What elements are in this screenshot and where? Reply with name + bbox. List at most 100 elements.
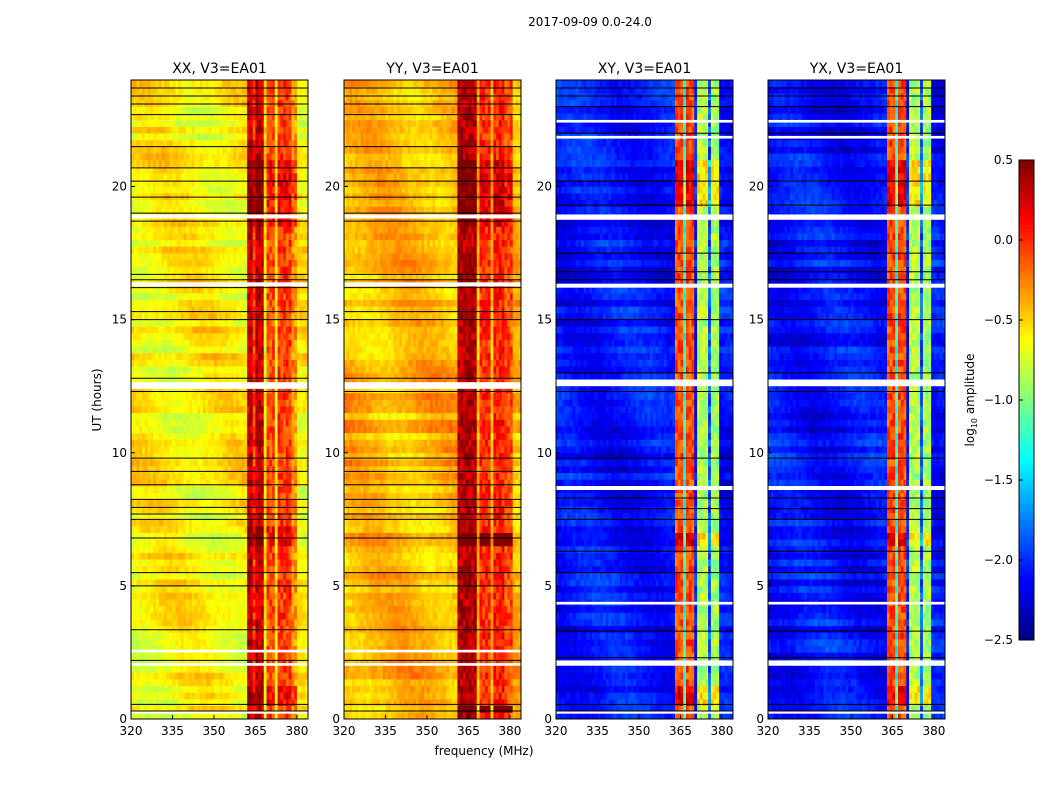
heatmap-cell bbox=[247, 606, 250, 613]
heatmap-cell bbox=[297, 300, 300, 307]
heatmap-cell bbox=[222, 426, 225, 433]
heatmap-cell bbox=[206, 672, 209, 679]
heatmap-cell bbox=[255, 393, 258, 400]
heatmap-cell bbox=[184, 300, 187, 307]
heatmap-cell bbox=[278, 526, 281, 533]
heatmap-cell bbox=[258, 326, 261, 333]
heatmap-cell bbox=[150, 599, 153, 606]
heatmap-cell bbox=[280, 639, 283, 646]
heatmap-cell bbox=[242, 479, 245, 486]
heatmap-cell bbox=[159, 499, 162, 506]
heatmap-cell bbox=[186, 373, 189, 380]
heatmap-cell bbox=[231, 439, 234, 446]
heatmap-cell bbox=[214, 459, 217, 466]
heatmap-cell bbox=[184, 333, 187, 340]
heatmap-cell bbox=[253, 353, 256, 360]
heatmap-cell bbox=[222, 666, 225, 673]
heatmap-cell bbox=[294, 340, 297, 347]
heatmap-cell bbox=[244, 686, 247, 693]
heatmap-cell bbox=[170, 340, 173, 347]
heatmap-cell bbox=[192, 539, 195, 546]
heatmap-cell bbox=[192, 573, 195, 580]
heatmap-cell bbox=[156, 446, 159, 453]
heatmap-cell bbox=[139, 559, 142, 566]
heatmap-cell bbox=[300, 439, 303, 446]
heatmap-cell bbox=[231, 346, 234, 353]
heatmap-cell bbox=[220, 553, 223, 560]
heatmap-cell bbox=[255, 599, 258, 606]
heatmap-cell bbox=[278, 533, 281, 540]
heatmap-cell bbox=[195, 320, 198, 327]
heatmap-cell bbox=[178, 606, 181, 613]
heatmap-cell bbox=[208, 626, 211, 633]
heatmap-cell bbox=[239, 446, 242, 453]
heatmap-cell bbox=[170, 619, 173, 626]
heatmap-cell bbox=[197, 652, 200, 659]
heatmap-cell bbox=[225, 353, 228, 360]
heatmap-cell bbox=[167, 426, 170, 433]
heatmap-cell bbox=[286, 360, 289, 367]
heatmap-cell bbox=[300, 559, 303, 566]
heatmap-cell bbox=[283, 579, 286, 586]
heatmap-cell bbox=[175, 493, 178, 500]
heatmap-cell bbox=[161, 632, 164, 639]
heatmap-cell bbox=[203, 539, 206, 546]
heatmap-cell bbox=[286, 679, 289, 686]
heatmap-cell bbox=[247, 686, 250, 693]
heatmap-cell bbox=[275, 360, 278, 367]
heatmap-cell bbox=[261, 553, 264, 560]
heatmap-cell bbox=[200, 533, 203, 540]
heatmap-cell bbox=[161, 533, 164, 540]
heatmap-cell bbox=[231, 326, 234, 333]
heatmap-cell bbox=[192, 639, 195, 646]
heatmap-cell bbox=[172, 400, 175, 407]
heatmap-cell bbox=[189, 340, 192, 347]
heatmap-cell bbox=[134, 573, 137, 580]
heatmap-cell bbox=[178, 426, 181, 433]
heatmap-cell bbox=[148, 619, 151, 626]
heatmap-cell bbox=[225, 419, 228, 426]
heatmap-cell bbox=[211, 326, 214, 333]
heatmap-cell bbox=[231, 300, 234, 307]
heatmap-cell bbox=[178, 699, 181, 706]
heatmap-cell bbox=[280, 626, 283, 633]
heatmap-cell bbox=[145, 619, 148, 626]
heatmap-cell bbox=[139, 586, 142, 593]
heatmap-cell bbox=[189, 686, 192, 693]
heatmap-cell bbox=[300, 346, 303, 353]
heatmap-cell bbox=[220, 699, 223, 706]
heatmap-cell bbox=[297, 413, 300, 420]
heatmap-cell bbox=[192, 593, 195, 600]
heatmap-cell bbox=[192, 579, 195, 586]
heatmap-cell bbox=[189, 459, 192, 466]
heatmap-cell bbox=[195, 300, 198, 307]
heatmap-cell bbox=[156, 686, 159, 693]
heatmap-cell bbox=[172, 593, 175, 600]
heatmap-cell bbox=[236, 373, 239, 380]
heatmap-cell bbox=[164, 400, 167, 407]
heatmap-cell bbox=[195, 466, 198, 473]
heatmap-cell bbox=[170, 686, 173, 693]
heatmap-cell bbox=[137, 619, 140, 626]
heatmap-cell bbox=[250, 340, 253, 347]
heatmap-cell bbox=[272, 426, 275, 433]
heatmap-cell bbox=[178, 519, 181, 526]
heatmap-cell bbox=[275, 546, 278, 553]
heatmap-cell bbox=[269, 559, 272, 566]
heatmap-cell bbox=[300, 679, 303, 686]
heatmap-cell bbox=[175, 486, 178, 493]
heatmap-cell bbox=[139, 546, 142, 553]
heatmap-cell bbox=[164, 326, 167, 333]
heatmap-cell bbox=[283, 632, 286, 639]
heatmap-cell bbox=[278, 360, 281, 367]
heatmap-cell bbox=[283, 446, 286, 453]
heatmap-cell bbox=[186, 346, 189, 353]
heatmap-cell bbox=[145, 326, 148, 333]
heatmap-cell bbox=[189, 393, 192, 400]
heatmap-cell bbox=[283, 293, 286, 300]
heatmap-cell bbox=[239, 346, 242, 353]
heatmap-cell bbox=[258, 433, 261, 440]
heatmap-cell bbox=[200, 632, 203, 639]
heatmap-cell bbox=[283, 679, 286, 686]
heatmap-cell bbox=[192, 426, 195, 433]
